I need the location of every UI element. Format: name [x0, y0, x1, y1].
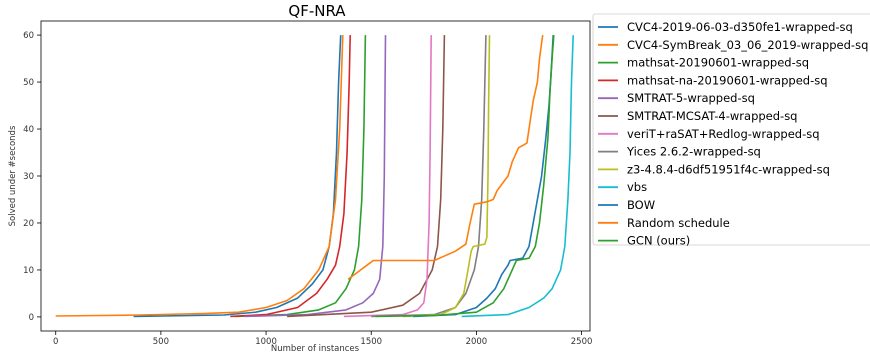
series-line-11 — [347, 34, 544, 280]
x-tick-label: 500 — [153, 337, 169, 347]
x-tick-label: 1000 — [255, 337, 277, 347]
series-line-8 — [402, 35, 491, 318]
series-line-3 — [230, 35, 351, 318]
x-tick-label: 0 — [53, 337, 58, 347]
plot-area — [55, 34, 574, 318]
legend-entry: CVC4-SymBreak_03_06_2019-wrapped-sq — [627, 38, 868, 52]
legend-entry: CVC4-2019-06-03-d350fe1-wrapped-sq — [627, 20, 853, 34]
series-line-12 — [375, 35, 555, 318]
y-tick-label: 30 — [23, 172, 34, 182]
series-line-9 — [461, 35, 574, 318]
y-tick-label: 0 — [29, 313, 34, 323]
chart-title: QF-NRA — [288, 2, 346, 20]
legend-entry: Yices 2.6.2-wrapped-sq — [626, 145, 761, 159]
legend-entry: mathsat-20190601-wrapped-sq — [627, 56, 809, 70]
series-line-5 — [287, 35, 446, 318]
legend-entry: BOW — [627, 198, 655, 212]
x-tick-label: 2000 — [466, 337, 488, 347]
series-line-6 — [343, 35, 432, 318]
y-tick-label: 10 — [23, 266, 34, 276]
legend-entry: SMTRAT-MCSAT-4-wrapped-sq — [627, 109, 797, 123]
legend-entry: z3-4.8.4-d6df51951f4c-wrapped-sq — [627, 162, 830, 176]
series-line-0 — [133, 35, 342, 318]
series-line-10 — [413, 35, 554, 318]
legend-entry: mathsat-na-20190601-wrapped-sq — [627, 73, 828, 87]
legend-entry: vbs — [627, 180, 647, 194]
y-axis: 0 10 20 30 40 50 60 — [23, 31, 41, 323]
legend: CVC4-2019-06-03-d350fe1-wrapped-sq CVC4-S… — [592, 13, 870, 248]
y-tick-label: 20 — [23, 219, 34, 229]
legend-entry: GCN (ours) — [627, 234, 690, 248]
x-axis: 0 500 1000 1500 2000 2500 — [53, 331, 592, 347]
y-axis-label: Solved under #seconds — [8, 125, 18, 226]
y-tick-label: 50 — [23, 78, 34, 88]
x-axis-label: Number of instances — [271, 344, 360, 354]
x-tick-label: 2500 — [571, 337, 593, 347]
legend-frame — [592, 13, 870, 246]
legend-entry: Random schedule — [627, 216, 730, 230]
x-tick-label: 1500 — [360, 337, 382, 347]
legend-entry: veriT+raSAT+Redlog-wrapped-sq — [627, 127, 820, 141]
series-line-2 — [234, 35, 367, 318]
series-line-1 — [55, 35, 344, 317]
series-line-4 — [244, 35, 387, 318]
legend-entry: SMTRAT-5-wrapped-sq — [627, 91, 755, 105]
series-line-7 — [371, 35, 487, 318]
y-tick-label: 40 — [23, 125, 34, 135]
y-tick-label: 60 — [23, 31, 34, 41]
